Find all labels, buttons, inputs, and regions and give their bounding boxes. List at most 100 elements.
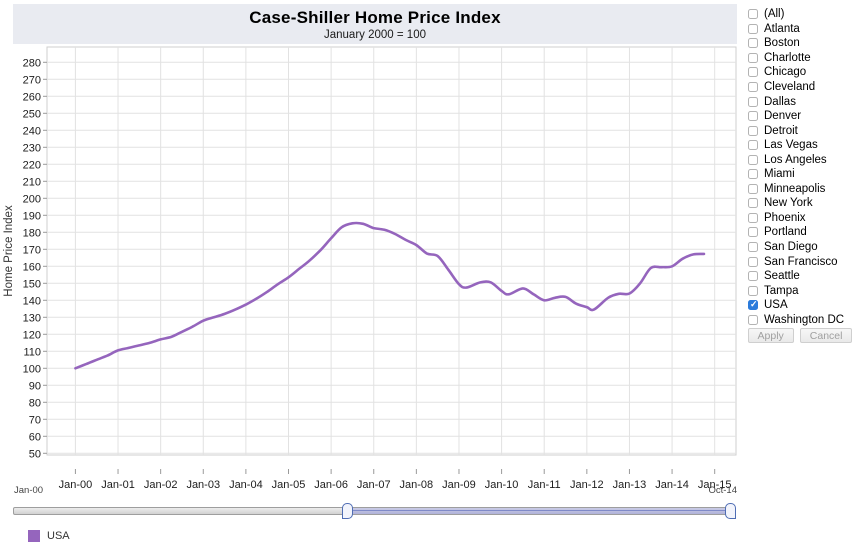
- checked-checkbox-icon[interactable]: [748, 299, 758, 311]
- filter-item-dallas[interactable]: Dallas: [744, 94, 856, 109]
- x-tick-label: Jan-11: [528, 479, 561, 491]
- filter-label: Dallas: [764, 95, 796, 108]
- filter-label: Atlanta: [764, 22, 800, 35]
- filter-label: Chicago: [764, 66, 807, 79]
- filter-label: Washington DC: [764, 313, 845, 326]
- chart-header: Case-Shiller Home Price Index January 20…: [13, 4, 737, 44]
- x-tick-label: Jan-08: [400, 479, 434, 491]
- x-tick-label: Jan-01: [101, 479, 135, 491]
- y-tick-label: 210: [23, 176, 41, 188]
- y-tick-label: 100: [23, 363, 41, 375]
- filter-item-miami[interactable]: Miami: [744, 167, 856, 182]
- y-tick-label: 160: [23, 261, 41, 273]
- city-filter-list: (All) Atlanta Boston Charlotte Chicago Clevel…: [744, 7, 856, 327]
- filter-label: Miami: [764, 168, 795, 181]
- filter-item-boston[interactable]: Boston: [744, 36, 856, 51]
- filter-item-washington-dc[interactable]: Washington DC: [744, 312, 856, 327]
- y-tick-label: 270: [23, 74, 41, 86]
- checkbox-icon[interactable]: [748, 96, 758, 107]
- filter-label: Denver: [764, 110, 802, 123]
- filter-item-san-diego[interactable]: San Diego: [744, 240, 856, 255]
- checkbox-icon[interactable]: [748, 154, 758, 165]
- filter-item-seattle[interactable]: Seattle: [744, 269, 856, 284]
- filter-label: Portland: [764, 226, 807, 239]
- filter-item-phoenix[interactable]: Phoenix: [744, 211, 856, 226]
- chart-subtitle: January 2000 = 100: [324, 29, 426, 41]
- filter-label: Minneapolis: [764, 182, 826, 195]
- y-tick-label: 240: [23, 125, 41, 137]
- filter-item-denver[interactable]: Denver: [744, 109, 856, 124]
- checkbox-icon[interactable]: [748, 314, 758, 325]
- filter-item-all[interactable]: (All): [744, 7, 856, 22]
- y-tick-label: 280: [23, 57, 41, 69]
- y-tick-label: 150: [23, 278, 41, 290]
- y-tick-label: 180: [23, 227, 41, 239]
- checkbox-icon[interactable]: [748, 9, 758, 20]
- checkbox-icon[interactable]: [748, 227, 758, 238]
- checkbox-icon[interactable]: [748, 23, 758, 34]
- checkbox-icon[interactable]: [748, 242, 758, 253]
- checkbox-icon[interactable]: [748, 183, 758, 194]
- legend-item-usa[interactable]: USA: [28, 530, 70, 542]
- slider-right-handle[interactable]: [725, 503, 736, 519]
- x-tick-label: Jan-05: [272, 479, 306, 491]
- series-line-usa[interactable]: [74, 221, 706, 370]
- x-tick-label: Jan-04: [229, 479, 263, 491]
- y-tick-label: 200: [23, 193, 41, 205]
- x-tick-label: Jan-06: [314, 479, 348, 491]
- filter-label: (All): [764, 8, 785, 21]
- checkbox-icon[interactable]: [748, 111, 758, 122]
- slider-selected-range[interactable]: [349, 508, 732, 514]
- filter-item-portland[interactable]: Portland: [744, 225, 856, 240]
- filter-buttons: Apply Cancel: [744, 328, 856, 343]
- filter-item-usa[interactable]: USA: [744, 298, 856, 313]
- checkbox-icon[interactable]: [748, 140, 758, 151]
- line-chart: 50 60 70 80 90 100 110 120 130 140 150 160 170 180 190…: [3, 46, 737, 491]
- filter-item-detroit[interactable]: Detroit: [744, 123, 856, 138]
- y-tick-label: 60: [29, 431, 41, 443]
- filter-item-los-angeles[interactable]: Los Angeles: [744, 152, 856, 167]
- filter-label: New York: [764, 197, 813, 210]
- checkbox-icon[interactable]: [748, 52, 758, 63]
- x-tick-label: Jan-10: [485, 479, 519, 491]
- y-tick-label: 110: [23, 346, 41, 358]
- checkbox-icon[interactable]: [748, 256, 758, 267]
- filter-label: Las Vegas: [764, 139, 818, 152]
- filter-item-las-vegas[interactable]: Las Vegas: [744, 138, 856, 153]
- y-tick-label: 260: [23, 91, 41, 103]
- filter-item-chicago[interactable]: Chicago: [744, 65, 856, 80]
- slider-left-handle[interactable]: [342, 503, 353, 519]
- checkbox-icon[interactable]: [748, 212, 758, 223]
- checkbox-icon[interactable]: [748, 67, 758, 78]
- checkbox-icon[interactable]: [748, 169, 758, 180]
- y-tick-label: 130: [23, 312, 41, 324]
- filter-item-minneapolis[interactable]: Minneapolis: [744, 182, 856, 197]
- date-range-slider: Jan-00 Oct-14: [0, 484, 745, 524]
- checkbox-icon[interactable]: [748, 198, 758, 209]
- checkbox-icon[interactable]: [748, 38, 758, 49]
- x-tick-label: Jan-09: [442, 479, 476, 491]
- cancel-button[interactable]: Cancel: [799, 328, 853, 343]
- checkbox-icon[interactable]: [748, 285, 758, 296]
- checkbox-icon[interactable]: [748, 271, 758, 282]
- filter-label: Seattle: [764, 270, 800, 283]
- apply-button[interactable]: Apply: [747, 328, 794, 343]
- filter-item-charlotte[interactable]: Charlotte: [744, 51, 856, 66]
- filter-item-san-francisco[interactable]: San Francisco: [744, 254, 856, 269]
- filter-item-atlanta[interactable]: Atlanta: [744, 22, 856, 37]
- y-axis-title: Home Price Index: [3, 205, 15, 297]
- filter-label: Tampa: [764, 284, 799, 297]
- chart-title: Case-Shiller Home Price Index: [249, 8, 501, 27]
- filter-item-tampa[interactable]: Tampa: [744, 283, 856, 298]
- y-tick-label: 120: [23, 329, 41, 341]
- checkbox-icon[interactable]: [748, 82, 758, 92]
- filter-label: USA: [764, 299, 788, 312]
- filter-item-cleveland[interactable]: Cleveland: [744, 80, 856, 95]
- slider-track[interactable]: [13, 507, 736, 515]
- filter-item-new-york[interactable]: New York: [744, 196, 856, 211]
- filter-label: San Diego: [764, 241, 818, 254]
- slider-end-label: Oct-14: [708, 485, 737, 496]
- checkbox-icon[interactable]: [748, 125, 758, 136]
- y-tick-label: 140: [23, 295, 41, 307]
